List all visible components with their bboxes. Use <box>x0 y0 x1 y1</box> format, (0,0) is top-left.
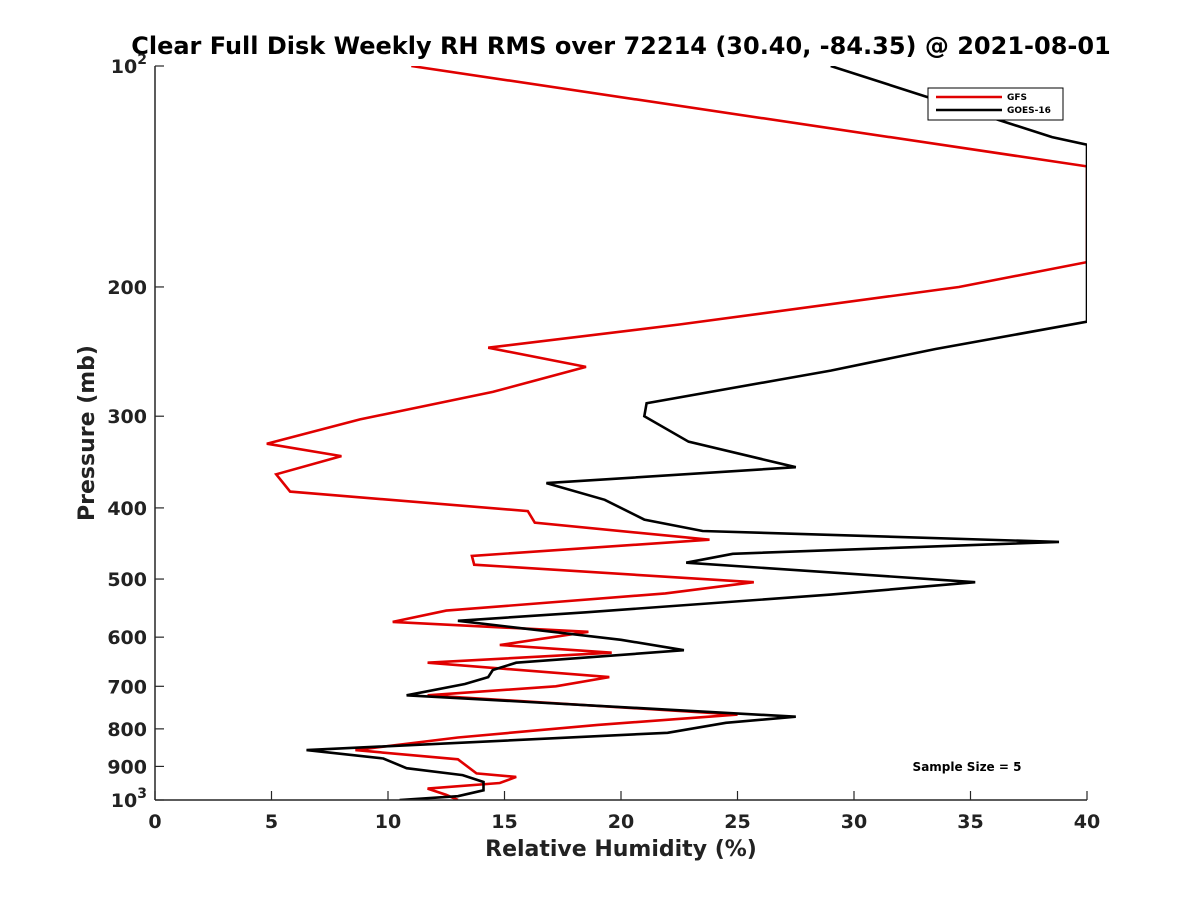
y-tick-label: 900 <box>107 756 147 778</box>
x-tick-label: 30 <box>841 811 867 833</box>
axes-layer <box>154 66 1087 801</box>
x-tick-label: 0 <box>148 811 161 833</box>
x-tick-label: 15 <box>491 811 517 833</box>
series-line-goes16 <box>306 66 1087 800</box>
legend-label-goes16: GOES-16 <box>1007 106 1051 116</box>
y-tick-label: 600 <box>107 627 147 649</box>
y-tick-label: 102 <box>111 52 147 78</box>
x-tick-label: 25 <box>724 811 750 833</box>
legend-box <box>927 87 1064 121</box>
x-axis-label: Relative Humidity (%) <box>485 837 757 862</box>
x-tick-label: 40 <box>1074 811 1100 833</box>
legend: GFS GOES-16 <box>927 87 1064 121</box>
y-tick-label: 103 <box>111 786 147 812</box>
y-tick-label: 400 <box>107 498 147 520</box>
series-line-gfs <box>266 66 1087 800</box>
chart-title: Clear Full Disk Weekly RH RMS over 72214… <box>131 32 1111 60</box>
x-tick-label: 20 <box>608 811 634 833</box>
x-tick-label: 5 <box>265 811 278 833</box>
y-tick-label: 800 <box>107 719 147 741</box>
y-tick-label: 700 <box>107 676 147 698</box>
x-tick-label: 35 <box>957 811 983 833</box>
sample-size-annotation: Sample Size = 5 <box>913 760 1022 774</box>
x-tick-label: 10 <box>375 811 401 833</box>
legend-label-gfs: GFS <box>1007 93 1027 103</box>
y-tick-label: 200 <box>107 277 147 299</box>
y-axis-label: Pressure (mb) <box>75 345 100 521</box>
y-tick-label: 500 <box>107 569 147 591</box>
y-tick-label: 300 <box>107 406 147 428</box>
series-layer <box>266 66 1087 800</box>
tick-layer: 0 5 10 15 20 25 30 35 40 102 200 300 400 500 600 700 800… <box>107 52 1100 833</box>
